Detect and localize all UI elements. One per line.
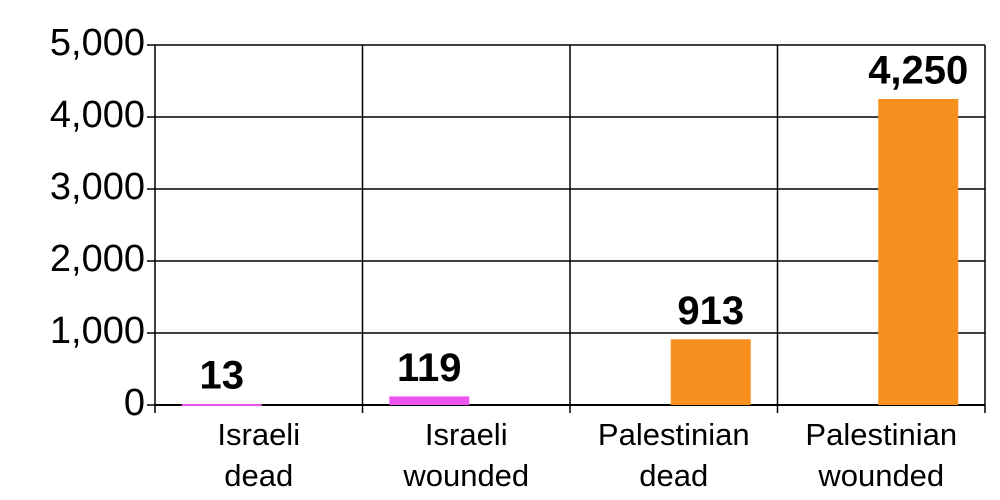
bar	[878, 99, 959, 405]
bar	[389, 396, 470, 405]
y-tick-label: 1,000	[50, 310, 145, 352]
bar	[670, 339, 751, 405]
y-tick-label: 0	[124, 382, 145, 424]
x-tick-label: Israeli wounded	[402, 417, 529, 493]
value-label: 4,250	[868, 49, 968, 93]
value-label: 119	[397, 346, 462, 390]
value-label: 913	[677, 289, 744, 333]
y-tick-label: 4,000	[50, 94, 145, 136]
x-tick-label: Palestinian wounded	[805, 417, 957, 493]
y-tick-label: 5,000	[50, 22, 145, 64]
x-tick-label: Israeli dead	[217, 417, 300, 493]
value-label: 13	[200, 354, 245, 398]
x-tick-label: Palestinian dead	[598, 417, 750, 493]
y-tick-label: 2,000	[50, 238, 145, 280]
bar	[181, 404, 262, 407]
y-tick-label: 3,000	[50, 166, 145, 208]
